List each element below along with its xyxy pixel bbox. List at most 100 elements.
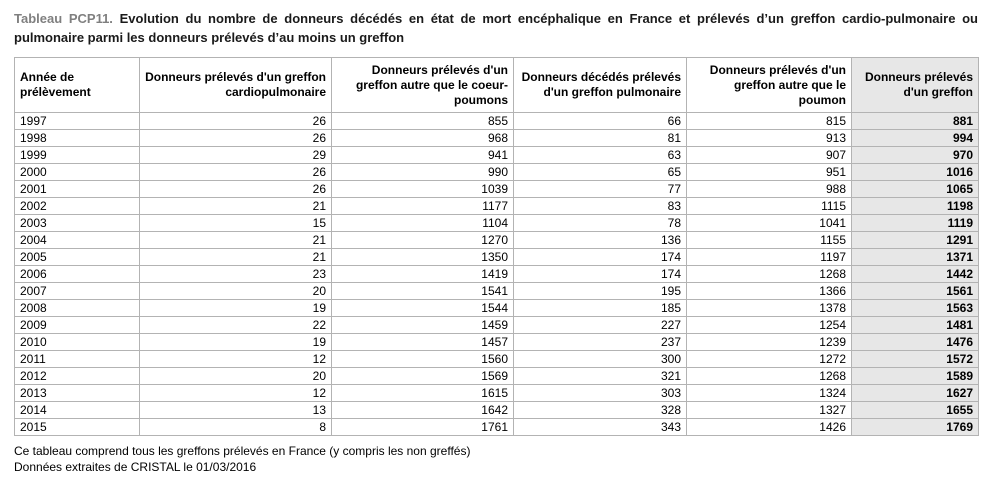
year-cell: 1998 <box>14 129 140 147</box>
value-cell: 1324 <box>686 384 852 402</box>
value-cell: 1655 <box>851 401 979 419</box>
table-row: 2005 21 1350 174 1197 1371 <box>14 248 979 266</box>
value-cell: 1459 <box>331 316 514 334</box>
value-cell: 1572 <box>851 350 979 368</box>
year-cell: 2001 <box>14 180 140 198</box>
table-row: 2010 19 1457 237 1239 1476 <box>14 333 979 351</box>
value-cell: 941 <box>331 146 514 164</box>
value-cell: 12 <box>139 384 332 402</box>
value-cell: 994 <box>851 129 979 147</box>
table-row: 2015 8 1761 343 1426 1769 <box>14 418 979 436</box>
value-cell: 1769 <box>851 418 979 436</box>
value-cell: 1366 <box>686 282 852 300</box>
value-cell: 21 <box>139 248 332 266</box>
table-row: 2011 12 1560 300 1272 1572 <box>14 350 979 368</box>
year-cell: 2006 <box>14 265 140 283</box>
value-cell: 195 <box>513 282 687 300</box>
header-greffon-cardiopulmonaire: Donneurs prélevés d'un greffon cardiopul… <box>139 57 332 113</box>
value-cell: 1041 <box>686 214 852 232</box>
table-row: 2009 22 1459 227 1254 1481 <box>14 316 979 334</box>
value-cell: 13 <box>139 401 332 419</box>
value-cell: 300 <box>513 350 687 368</box>
value-cell: 22 <box>139 316 332 334</box>
table-title-text: Evolution du nombre de donneurs décédés … <box>14 11 978 45</box>
year-cell: 2005 <box>14 248 140 266</box>
value-cell: 343 <box>513 418 687 436</box>
value-cell: 237 <box>513 333 687 351</box>
year-cell: 2000 <box>14 163 140 181</box>
value-cell: 1119 <box>851 214 979 232</box>
table-title-prefix: Tableau PCP11. <box>14 11 113 26</box>
header-greffon-autre-poumon: Donneurs prélevés d'un greffon autre que… <box>686 57 852 113</box>
value-cell: 1426 <box>686 418 852 436</box>
year-cell: 1997 <box>14 112 140 130</box>
value-cell: 26 <box>139 163 332 181</box>
value-cell: 26 <box>139 112 332 130</box>
value-cell: 21 <box>139 197 332 215</box>
value-cell: 26 <box>139 129 332 147</box>
year-cell: 2007 <box>14 282 140 300</box>
header-greffon-autre-coeur-poumons: Donneurs prélevés d'un greffon autre que… <box>331 57 514 113</box>
value-cell: 1457 <box>331 333 514 351</box>
value-cell: 951 <box>686 163 852 181</box>
table-row: 2003 15 1104 78 1041 1119 <box>14 214 979 232</box>
table-row: 1997 26 855 66 815 881 <box>14 112 979 130</box>
value-cell: 303 <box>513 384 687 402</box>
value-cell: 881 <box>851 112 979 130</box>
value-cell: 1544 <box>331 299 514 317</box>
value-cell: 8 <box>139 418 332 436</box>
value-cell: 19 <box>139 333 332 351</box>
value-cell: 907 <box>686 146 852 164</box>
value-cell: 988 <box>686 180 852 198</box>
year-cell: 2002 <box>14 197 140 215</box>
value-cell: 1627 <box>851 384 979 402</box>
value-cell: 1642 <box>331 401 514 419</box>
value-cell: 1177 <box>331 197 514 215</box>
value-cell: 65 <box>513 163 687 181</box>
value-cell: 83 <box>513 197 687 215</box>
value-cell: 1371 <box>851 248 979 266</box>
value-cell: 1239 <box>686 333 852 351</box>
value-cell: 81 <box>513 129 687 147</box>
value-cell: 63 <box>513 146 687 164</box>
value-cell: 328 <box>513 401 687 419</box>
value-cell: 15 <box>139 214 332 232</box>
value-cell: 855 <box>331 112 514 130</box>
table-row: 1998 26 968 81 913 994 <box>14 129 979 147</box>
value-cell: 1560 <box>331 350 514 368</box>
value-cell: 1761 <box>331 418 514 436</box>
footnote-source: Données extraites de CRISTAL le 01/03/20… <box>14 460 257 474</box>
value-cell: 1104 <box>331 214 514 232</box>
value-cell: 77 <box>513 180 687 198</box>
value-cell: 174 <box>513 265 687 283</box>
value-cell: 12 <box>139 350 332 368</box>
footnotes: Ce tableau comprend tous les greffons pr… <box>14 443 979 475</box>
value-cell: 1291 <box>851 231 979 249</box>
value-cell: 1442 <box>851 265 979 283</box>
value-cell: 20 <box>139 282 332 300</box>
value-cell: 1198 <box>851 197 979 215</box>
value-cell: 321 <box>513 367 687 385</box>
table-row: 2000 26 990 65 951 1016 <box>14 163 979 181</box>
value-cell: 1350 <box>331 248 514 266</box>
header-greffon-total: Donneurs prélevés d'un greffon <box>851 57 979 113</box>
header-greffon-pulmonaire: Donneurs décédés prélevés d'un greffon p… <box>513 57 687 113</box>
value-cell: 1476 <box>851 333 979 351</box>
value-cell: 26 <box>139 180 332 198</box>
year-cell: 2014 <box>14 401 140 419</box>
value-cell: 21 <box>139 231 332 249</box>
value-cell: 1155 <box>686 231 852 249</box>
value-cell: 66 <box>513 112 687 130</box>
donors-table: Année de prélèvement Donneurs prélevés d… <box>14 57 979 436</box>
value-cell: 1419 <box>331 265 514 283</box>
year-cell: 2010 <box>14 333 140 351</box>
value-cell: 20 <box>139 367 332 385</box>
value-cell: 1270 <box>331 231 514 249</box>
value-cell: 1563 <box>851 299 979 317</box>
value-cell: 227 <box>513 316 687 334</box>
value-cell: 1016 <box>851 163 979 181</box>
value-cell: 1541 <box>331 282 514 300</box>
value-cell: 1589 <box>851 367 979 385</box>
table-row: 2001 26 1039 77 988 1065 <box>14 180 979 198</box>
year-cell: 2012 <box>14 367 140 385</box>
